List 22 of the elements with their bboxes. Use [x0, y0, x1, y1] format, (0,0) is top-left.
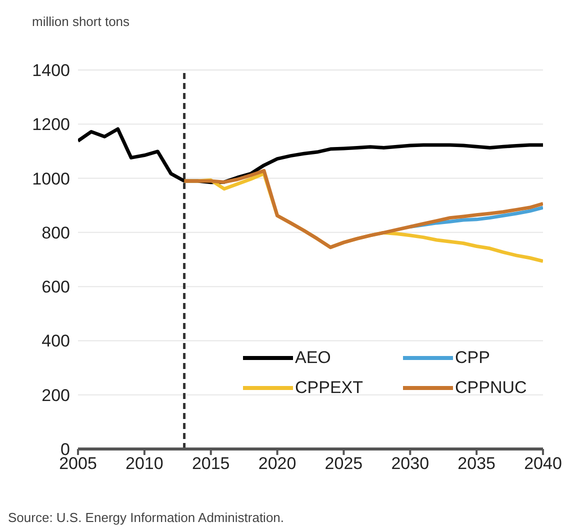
y-tick-label: 200 — [42, 386, 70, 405]
source-note: Source: U.S. Energy Information Administration. — [8, 510, 284, 525]
y-tick-label: 1400 — [32, 61, 70, 80]
x-tick-label: 2025 — [324, 454, 363, 474]
y-tick-label: 800 — [42, 223, 70, 242]
x-tick-label: 2020 — [258, 454, 296, 474]
line-series — [182, 168, 543, 250]
x-tick-label: 2010 — [126, 454, 164, 474]
y-tick-label: 600 — [42, 278, 70, 297]
x-tick-label: 2040 — [524, 454, 562, 474]
legend-label: AEO — [295, 348, 331, 368]
y-tick-label: 400 — [42, 332, 70, 351]
legend-label: CPP — [455, 348, 490, 368]
x-tick-label: 2015 — [192, 454, 230, 474]
y-axis-title: million short tons — [32, 14, 130, 29]
x-tick-label: 2035 — [458, 454, 496, 474]
legend-label: CPPNUC — [455, 378, 527, 398]
x-tick-label: 2030 — [391, 454, 430, 474]
y-tick-label: 1200 — [32, 115, 70, 134]
y-tick-label: 1000 — [32, 169, 70, 188]
legend-label: CPPEXT — [295, 378, 364, 398]
x-tick-label: 2005 — [59, 454, 97, 474]
